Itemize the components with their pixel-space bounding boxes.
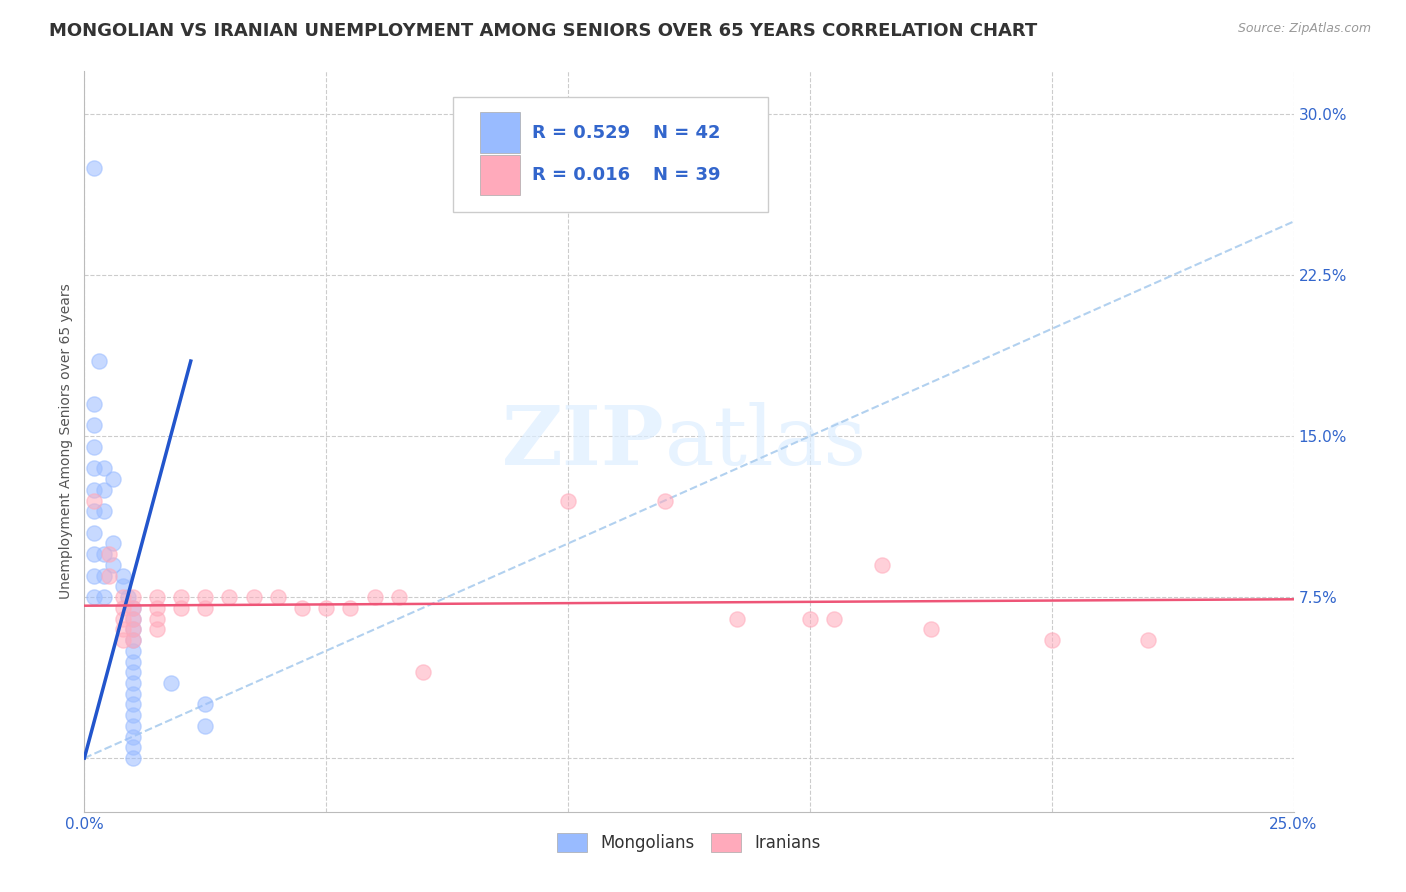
Point (121, 676, 143, 690)
Point (112, 568, 135, 582)
Point (146, 600, 169, 615)
Point (112, 590, 135, 604)
Point (103, 558, 125, 572)
Point (112, 633, 135, 648)
Point (121, 600, 143, 615)
Point (160, 676, 183, 690)
Point (83, 418, 105, 433)
Point (194, 698, 217, 712)
Point (557, 493, 579, 508)
Point (146, 590, 169, 604)
Point (87, 354, 110, 368)
Point (103, 536, 125, 550)
Point (218, 590, 240, 604)
Point (83, 397, 105, 411)
Point (112, 611, 135, 625)
Point (121, 730, 143, 744)
Point (83, 493, 105, 508)
Point (121, 633, 143, 648)
Point (170, 590, 193, 604)
Y-axis label: Unemployment Among Seniors over 65 years: Unemployment Among Seniors over 65 years (59, 284, 73, 599)
Point (83, 440, 105, 454)
Point (121, 623, 143, 637)
Point (112, 623, 135, 637)
Point (117, 590, 139, 604)
Text: MONGOLIAN VS IRANIAN UNEMPLOYMENT AMONG SENIORS OVER 65 YEARS CORRELATION CHART: MONGOLIAN VS IRANIAN UNEMPLOYMENT AMONG … (49, 22, 1038, 40)
Point (339, 600, 361, 615)
Point (121, 600, 143, 615)
Point (121, 633, 143, 648)
Point (654, 493, 676, 508)
Point (93, 547, 115, 561)
Point (146, 611, 169, 625)
Point (920, 623, 942, 637)
FancyBboxPatch shape (479, 154, 520, 195)
Point (121, 719, 143, 733)
Point (121, 665, 143, 680)
Point (823, 611, 845, 625)
Point (291, 600, 314, 615)
Point (112, 600, 135, 615)
Point (121, 687, 143, 701)
Point (799, 611, 821, 625)
Point (93, 483, 115, 497)
Point (412, 665, 434, 680)
Text: R = 0.529: R = 0.529 (531, 124, 630, 142)
Point (83, 568, 105, 582)
Point (1137, 633, 1160, 648)
Point (93, 590, 115, 604)
Point (194, 590, 217, 604)
Point (97, 568, 120, 582)
Point (267, 590, 290, 604)
Point (112, 579, 135, 593)
Point (83, 547, 105, 561)
Point (121, 740, 143, 755)
Legend: Mongolians, Iranians: Mongolians, Iranians (550, 826, 828, 859)
Point (121, 611, 143, 625)
Point (83, 461, 105, 475)
Point (121, 611, 143, 625)
Point (194, 600, 217, 615)
FancyBboxPatch shape (479, 112, 520, 153)
Point (363, 590, 385, 604)
Point (93, 568, 115, 582)
Point (121, 655, 143, 669)
Point (83, 483, 105, 497)
Point (83, 590, 105, 604)
Point (725, 611, 748, 625)
Point (93, 504, 115, 518)
Point (170, 600, 193, 615)
Text: ZIP: ZIP (502, 401, 665, 482)
Text: Source: ZipAtlas.com: Source: ZipAtlas.com (1237, 22, 1371, 36)
Text: N = 42: N = 42 (652, 124, 720, 142)
Point (93, 461, 115, 475)
FancyBboxPatch shape (453, 97, 768, 212)
Point (1040, 633, 1063, 648)
Point (83, 504, 105, 518)
Point (121, 708, 143, 723)
Point (121, 623, 143, 637)
Point (83, 525, 105, 540)
Point (146, 623, 169, 637)
Point (388, 590, 411, 604)
Point (872, 558, 894, 572)
Text: atlas: atlas (665, 401, 868, 482)
Point (121, 698, 143, 712)
Point (121, 751, 143, 765)
Point (83, 161, 105, 175)
Point (315, 600, 337, 615)
Point (97, 547, 120, 561)
Point (121, 590, 143, 604)
Point (121, 644, 143, 658)
Point (194, 719, 217, 733)
Text: R = 0.016: R = 0.016 (531, 166, 630, 184)
Point (103, 472, 125, 486)
Text: N = 39: N = 39 (652, 166, 720, 184)
Point (242, 590, 264, 604)
